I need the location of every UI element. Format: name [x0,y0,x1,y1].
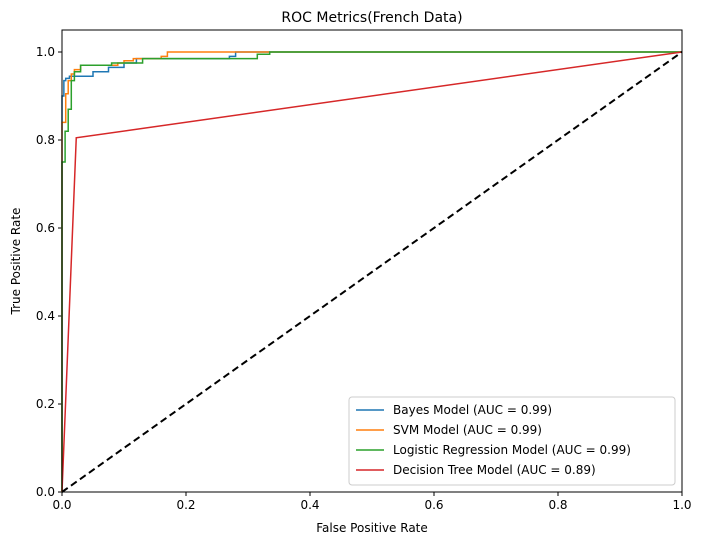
x-tick-label: 0.0 [52,498,71,512]
plot-frame [61,29,683,493]
y-axis-title: True Positive Rate [9,208,23,316]
y-tick-label: 1.0 [36,45,55,59]
legend: Bayes Model (AUC = 0.99) SVM Model (AUC =… [348,396,676,486]
legend-label-2: SVM Model (AUC = 0.99) [393,423,542,437]
y-tick-label: 0.4 [36,309,55,323]
x-tick-label: 0.2 [176,498,195,512]
series-line-1 [61,51,682,492]
legend-label-4: Decision Tree Model (AUC = 0.89) [393,463,596,477]
legend-label-3: Logistic Regression Model (AUC = 0.99) [393,443,631,457]
chart-title: ROC Metrics(French Data) [281,10,462,26]
ticks-layer: 0.0 0.2 0.4 0.6 0.8 1.0 0.0 0.2 0.4 0.6 0.8 1.0 [36,45,692,512]
series-line-4 [61,51,683,493]
legend-label-1: Bayes Model (AUC = 0.99) [393,403,552,417]
x-tick-label: 0.4 [300,498,319,512]
series-line-3 [61,51,682,492]
y-tick-label: 0.8 [36,133,55,147]
legend-box [348,396,676,486]
x-tick-label: 0.8 [548,498,567,512]
reference-diagonal-line [61,51,683,493]
series-layer [61,51,683,493]
legend-items: Bayes Model (AUC = 0.99) SVM Model (AUC =… [356,403,631,477]
x-axis-title: False Positive Rate [316,521,428,535]
x-tick-label: 1.0 [672,498,691,512]
y-tick-label: 0.0 [36,485,55,499]
y-tick-label: 0.2 [36,397,55,411]
x-tick-label: 0.6 [424,498,443,512]
y-tick-label: 0.6 [36,221,55,235]
